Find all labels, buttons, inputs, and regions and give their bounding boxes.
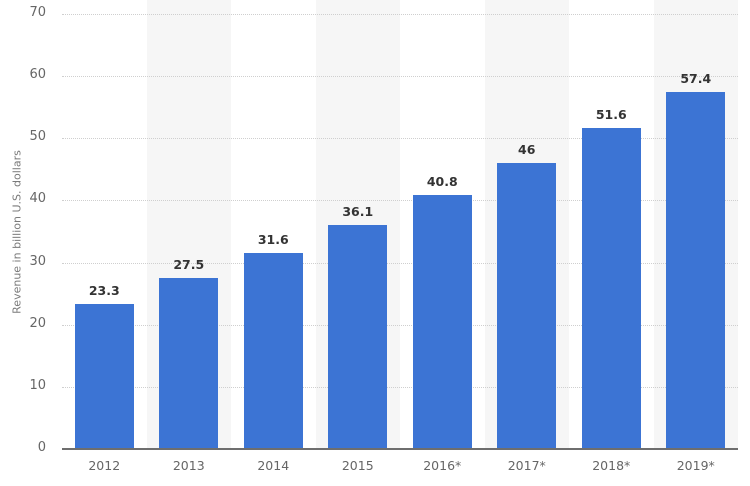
x-tick-label: 2012 bbox=[88, 458, 121, 473]
y-tick-label: 60 bbox=[29, 67, 46, 83]
y-axis-title-text: Revenue in billion U.S. dollars bbox=[10, 150, 24, 314]
gridline bbox=[62, 138, 738, 140]
gridline bbox=[62, 76, 738, 78]
y-tick-label: 0 bbox=[37, 440, 46, 455]
bar-2013 bbox=[159, 278, 219, 449]
bar-2017-projected bbox=[497, 163, 557, 449]
y-tick-label: 40 bbox=[29, 191, 46, 207]
y-tick-label: 10 bbox=[29, 377, 46, 393]
x-tick-label: 2016* bbox=[423, 458, 462, 473]
bar-2015 bbox=[328, 224, 388, 449]
value-label: 23.3 bbox=[88, 283, 120, 299]
value-label: 51.6 bbox=[595, 107, 627, 123]
value-label: 27.5 bbox=[173, 257, 205, 273]
x-tick-label: 2013 bbox=[172, 458, 205, 473]
x-tick-label: 2015 bbox=[341, 458, 374, 473]
x-tick-label: 2018* bbox=[592, 458, 631, 473]
y-tick-label: 20 bbox=[29, 315, 46, 331]
gridline bbox=[62, 386, 738, 388]
value-label: 46 bbox=[518, 142, 536, 158]
gridline bbox=[62, 324, 738, 326]
gridline bbox=[62, 200, 738, 202]
x-tick-label: 2014 bbox=[257, 458, 290, 473]
bar-2018-projected bbox=[581, 128, 641, 449]
value-label: 40.8 bbox=[426, 174, 458, 190]
gridline bbox=[62, 262, 738, 264]
x-tick-label: 2017* bbox=[507, 458, 546, 473]
y-tick-label: 30 bbox=[29, 253, 46, 269]
y-tick-label: 50 bbox=[29, 129, 46, 145]
bar-2014 bbox=[243, 252, 303, 449]
bar-2016-projected bbox=[412, 195, 472, 449]
y-tick-label: 70 bbox=[29, 5, 46, 20]
value-label: 31.6 bbox=[257, 231, 289, 247]
gridline bbox=[62, 14, 738, 15]
x-axis-line bbox=[62, 448, 738, 450]
x-tick-label: 2019* bbox=[676, 458, 715, 473]
value-label: 57.4 bbox=[680, 71, 712, 87]
bar-2019-projected bbox=[666, 92, 726, 449]
bar-2012 bbox=[74, 304, 134, 449]
value-label: 36.1 bbox=[342, 203, 374, 219]
